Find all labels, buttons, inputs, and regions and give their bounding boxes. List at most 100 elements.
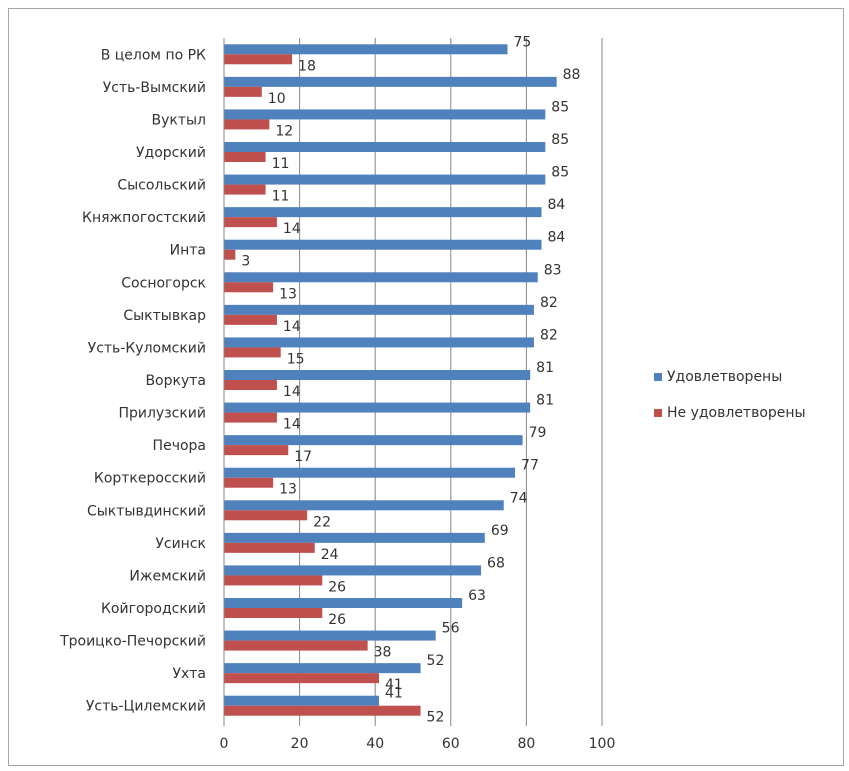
bar-unsatisfied-7	[224, 282, 274, 293]
x-tick-label-1: 20	[291, 736, 309, 752]
bar-unsatisfied-6	[224, 249, 236, 260]
value-label-unsatisfied-1: 10	[268, 91, 286, 107]
value-label-unsatisfied-19: 41	[385, 677, 403, 693]
bar-satisfied-10	[224, 370, 531, 380]
legend-label-0: Удовлетворены	[667, 369, 783, 385]
bar-satisfied-14	[224, 500, 504, 511]
legend-label-1: Не удовлетворены	[667, 405, 806, 421]
category-label: Ухта	[172, 666, 206, 682]
bar-unsatisfied-2	[224, 119, 270, 130]
value-label-satisfied-13: 77	[521, 458, 539, 474]
value-label-satisfied-3: 85	[551, 132, 569, 148]
value-label-unsatisfied-3: 11	[272, 156, 290, 172]
legend-swatch-0	[654, 373, 662, 381]
bar-unsatisfied-10	[224, 380, 277, 390]
value-label-unsatisfied-2: 12	[275, 123, 293, 139]
category-label: Сосногорск	[121, 275, 206, 291]
category-label: Сыктывдинский	[87, 503, 206, 519]
bar-satisfied-16	[224, 565, 482, 576]
bar-satisfied-5	[224, 207, 542, 218]
value-label-unsatisfied-13: 13	[279, 482, 297, 498]
category-label: Инта	[170, 243, 206, 259]
value-label-unsatisfied-6: 3	[241, 254, 250, 270]
category-label: Усть-Цилемский	[86, 699, 206, 715]
value-label-satisfied-17: 63	[468, 588, 486, 604]
bar-satisfied-7	[224, 272, 538, 283]
bar-satisfied-2	[224, 109, 546, 120]
bar-unsatisfied-3	[224, 152, 266, 162]
legend: Удовлетворены Не удовлетворены	[654, 366, 806, 438]
category-label: Княжпогостский	[82, 210, 206, 226]
bar-satisfied-8	[224, 304, 534, 315]
bar-unsatisfied-14	[224, 510, 308, 521]
category-label: Троицко-Печорский	[59, 634, 206, 650]
value-label-satisfied-1: 88	[563, 67, 581, 83]
value-label-satisfied-20: 41	[385, 686, 403, 702]
x-tick-label-5: 100	[589, 736, 616, 752]
value-label-satisfied-19: 52	[427, 653, 445, 669]
bar-unsatisfied-0	[224, 54, 293, 65]
legend-swatch-1	[654, 409, 662, 417]
value-label-satisfied-7: 83	[544, 262, 562, 278]
bar-satisfied-18	[224, 630, 436, 641]
bar-satisfied-11	[224, 402, 531, 413]
category-label: Усть-Вымский	[103, 80, 206, 96]
bar-unsatisfied-5	[224, 217, 277, 228]
value-label-satisfied-18: 56	[442, 621, 460, 637]
bar-unsatisfied-8	[224, 314, 277, 325]
x-tick-label-4: 80	[517, 736, 535, 752]
bar-unsatisfied-17	[224, 608, 323, 618]
bar-unsatisfied-1	[224, 86, 262, 97]
bar-satisfied-3	[224, 142, 546, 152]
bar-satisfied-1	[224, 76, 557, 87]
category-label: Прилузский	[118, 406, 206, 422]
value-label-satisfied-9: 82	[540, 327, 558, 343]
value-label-satisfied-11: 81	[536, 393, 554, 409]
x-tick-label-3: 60	[442, 736, 460, 752]
bar-unsatisfied-18	[224, 640, 368, 651]
bar-satisfied-12	[224, 435, 523, 446]
category-label: Сысольский	[117, 178, 206, 194]
x-tick-label-0: 0	[220, 736, 229, 752]
value-label-unsatisfied-14: 22	[313, 514, 331, 530]
value-label-satisfied-6: 84	[548, 230, 566, 246]
value-label-unsatisfied-7: 13	[279, 286, 297, 302]
value-label-unsatisfied-5: 14	[283, 221, 301, 237]
value-label-satisfied-2: 85	[551, 99, 569, 115]
bar-unsatisfied-11	[224, 412, 277, 423]
bar-satisfied-17	[224, 598, 463, 608]
category-label: В целом по РК	[101, 47, 206, 63]
category-label: Корткеросский	[94, 471, 206, 487]
category-label: Усинск	[155, 536, 206, 552]
value-label-satisfied-4: 85	[551, 165, 569, 181]
bar-unsatisfied-19	[224, 673, 379, 684]
category-label: Воркута	[145, 373, 206, 389]
value-label-unsatisfied-0: 18	[298, 58, 316, 74]
value-label-unsatisfied-12: 17	[294, 449, 312, 465]
x-tick-label-2: 40	[366, 736, 384, 752]
value-label-satisfied-0: 75	[514, 34, 532, 50]
value-label-satisfied-15: 69	[491, 523, 509, 539]
value-label-unsatisfied-11: 14	[283, 417, 301, 433]
bar-satisfied-0	[224, 44, 508, 55]
value-label-unsatisfied-9: 15	[287, 351, 305, 367]
category-label: Койгородский	[101, 601, 206, 617]
bar-satisfied-13	[224, 467, 516, 478]
value-label-satisfied-14: 74	[510, 490, 528, 506]
value-label-unsatisfied-17: 26	[328, 612, 346, 628]
category-label: Ижемский	[129, 568, 206, 584]
bar-satisfied-6	[224, 239, 542, 250]
bar-satisfied-15	[224, 532, 485, 543]
bar-unsatisfied-13	[224, 477, 274, 488]
value-label-unsatisfied-15: 24	[321, 547, 339, 563]
legend-item-0: Удовлетворены	[654, 366, 806, 388]
category-label: Сыктывкар	[123, 308, 206, 324]
value-label-unsatisfied-10: 14	[283, 384, 301, 400]
value-label-satisfied-10: 81	[536, 360, 554, 376]
value-label-unsatisfied-8: 14	[283, 319, 301, 335]
category-label: Вуктыл	[151, 112, 206, 128]
bar-unsatisfied-4	[224, 184, 266, 195]
value-label-unsatisfied-4: 11	[272, 189, 290, 205]
value-label-unsatisfied-20: 52	[427, 710, 445, 726]
